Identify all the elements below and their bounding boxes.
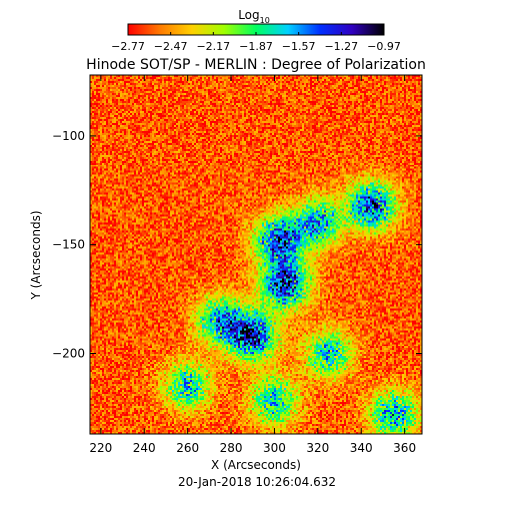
x-tick-label: 280 [220,441,243,455]
chart-title: Hinode SOT/SP - MERLIN : Degree of Polar… [86,57,426,73]
x-tick-label: 360 [393,441,416,455]
x-tick-label: 320 [306,441,329,455]
plot-frame [89,74,423,435]
colorbar-tick-label: −1.57 [282,40,316,53]
x-tick-label: 260 [176,441,199,455]
colorbar-tick-label: −0.97 [367,40,401,53]
colorbar-label: Log10 [238,8,270,25]
colorbar-label-sub: 10 [260,16,270,25]
polarization-heatmap [90,75,422,434]
y-tick-label: −150 [52,238,85,252]
colorbar-tick-label: −1.27 [324,40,358,53]
y-tick-label: −100 [52,129,85,143]
x-axis-label: X (Arcseconds) [211,458,301,472]
colorbar-label-main: Log [238,8,259,22]
y-tick-label: −200 [52,346,85,360]
y-axis-label: Y (Arcseconds) [29,210,43,300]
colorbar-tick-label: −2.77 [111,40,145,53]
colorbar-tick-label: −2.17 [196,40,230,53]
colorbar-tick-label: −2.47 [154,40,188,53]
y-axis-ticks: −100 −150 −200 [52,129,422,360]
x-tick-label: 220 [89,441,112,455]
colorbar-tick-label: −1.87 [239,40,273,53]
x-tick-label: 240 [133,441,156,455]
x-axis-ticks: 220 240 260 280 300 320 340 360 [89,75,416,455]
x-tick-label: 340 [350,441,373,455]
timestamp: 20-Jan-2018 10:26:04.632 [178,475,336,489]
x-tick-label: 300 [263,441,286,455]
colorbar-ticks: −2.77 −2.47 −2.17 −1.87 −1.57 −1.27 −0.97 [111,32,401,53]
